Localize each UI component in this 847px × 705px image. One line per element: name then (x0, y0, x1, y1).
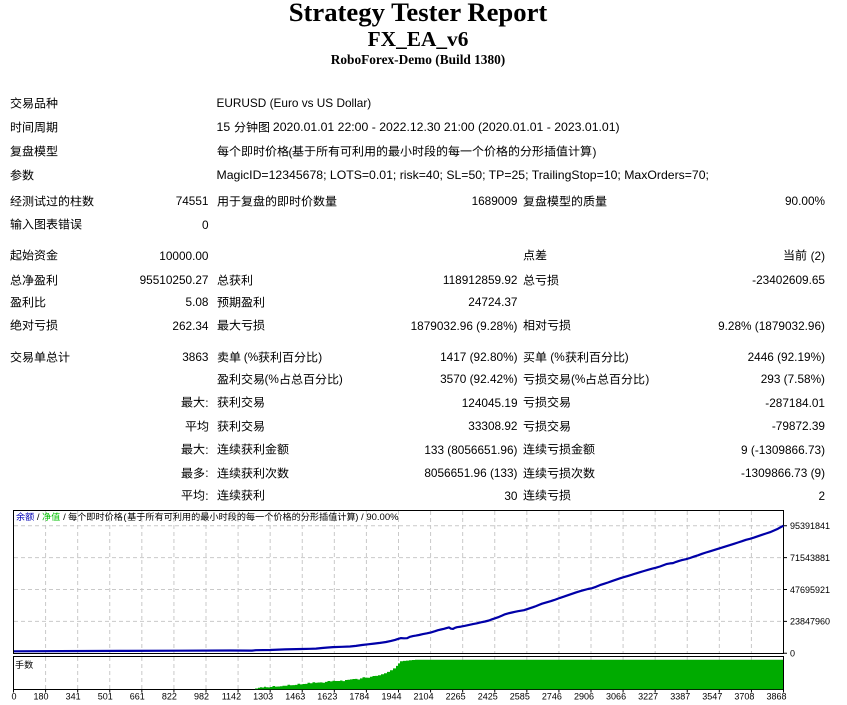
svg-text:1944: 1944 (381, 692, 401, 702)
svg-text:23847960: 23847960 (790, 617, 830, 627)
svg-text:0: 0 (790, 649, 795, 659)
svg-text:501: 501 (98, 692, 113, 702)
svg-text:3227: 3227 (638, 692, 658, 702)
svg-text:3547: 3547 (702, 692, 722, 702)
svg-text:2585: 2585 (510, 692, 530, 702)
svg-text:822: 822 (162, 692, 177, 702)
svg-text:2104: 2104 (414, 692, 434, 702)
svg-text:3387: 3387 (670, 692, 690, 702)
svg-text:1784: 1784 (349, 692, 369, 702)
svg-text:341: 341 (66, 692, 81, 702)
svg-text:982: 982 (194, 692, 209, 702)
svg-text:0: 0 (11, 692, 16, 702)
svg-text:1303: 1303 (253, 692, 273, 702)
svg-text:3708: 3708 (734, 692, 754, 702)
svg-text:2746: 2746 (542, 692, 562, 702)
svg-text:1623: 1623 (317, 692, 337, 702)
svg-text:1142: 1142 (222, 692, 241, 702)
svg-text:661: 661 (130, 692, 145, 702)
svg-text:3868: 3868 (766, 692, 786, 702)
svg-text:180: 180 (34, 692, 49, 702)
svg-text:1463: 1463 (285, 692, 305, 702)
svg-text:2906: 2906 (574, 692, 594, 702)
svg-text:71543881: 71543881 (790, 553, 830, 563)
svg-text:2265: 2265 (446, 692, 466, 702)
svg-text:3066: 3066 (606, 692, 626, 702)
svg-text:95391841: 95391841 (790, 521, 830, 531)
svg-text:47695921: 47695921 (790, 585, 830, 595)
svg-text:2425: 2425 (478, 692, 498, 702)
